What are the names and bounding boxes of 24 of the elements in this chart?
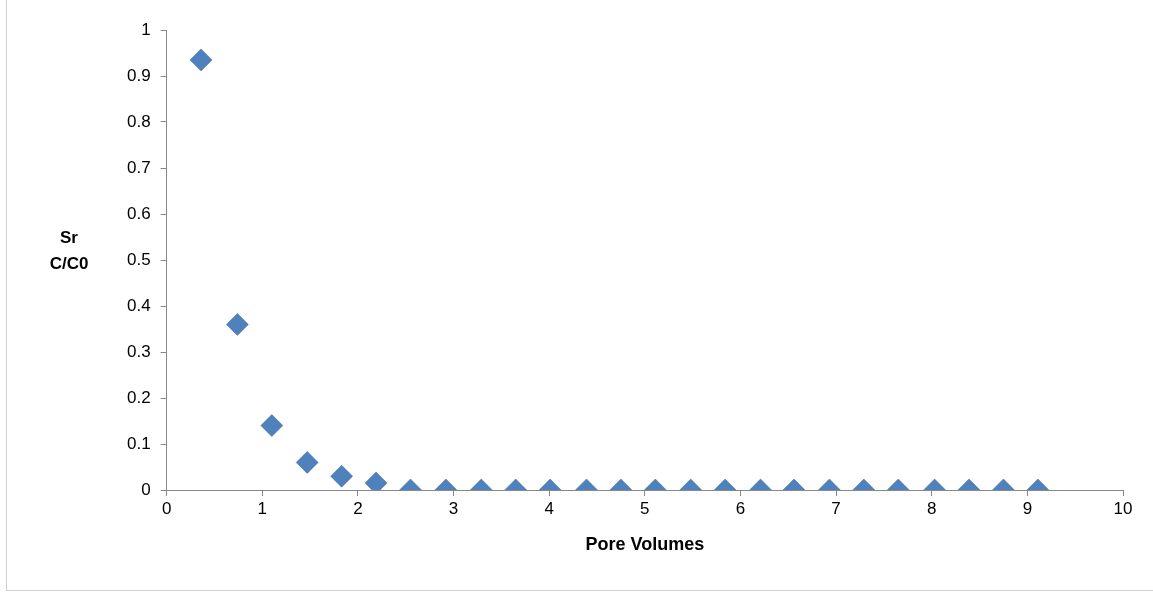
x-tick-label: 6 [735,498,746,518]
x-tick-label: 8 [926,498,937,518]
y-tick-label: 0.7 [126,157,151,177]
x-tick-label: 4 [544,498,554,518]
y-axis-title: Sr C/C0 [49,228,89,273]
x-tick-label: 5 [640,498,650,518]
x-tick-label: 9 [1022,498,1033,518]
y-tick-label: 0.5 [126,249,151,269]
x-tick-label: 10 [1113,498,1133,518]
y-tick-label: 0.3 [126,341,151,361]
x-tick-label: 0 [161,498,172,518]
x-tick-label: 1 [257,498,267,518]
x-axis-title: Pore Volumes [585,534,705,555]
y-tick-label: 0.4 [126,295,151,315]
x-tick-label: 3 [448,498,459,518]
y-tick-label: 1 [141,19,151,39]
y-tick-label: 0.1 [126,433,151,453]
x-tick-label: 2 [353,498,363,518]
y-tick-label: 0.9 [126,65,151,85]
y-tick-label: 0.6 [126,203,151,223]
x-tick-label: 7 [831,498,841,518]
y-tick-label: 0 [141,479,151,499]
y-tick-label: 0.8 [126,111,151,131]
y-tick-label: 0.2 [126,387,151,407]
